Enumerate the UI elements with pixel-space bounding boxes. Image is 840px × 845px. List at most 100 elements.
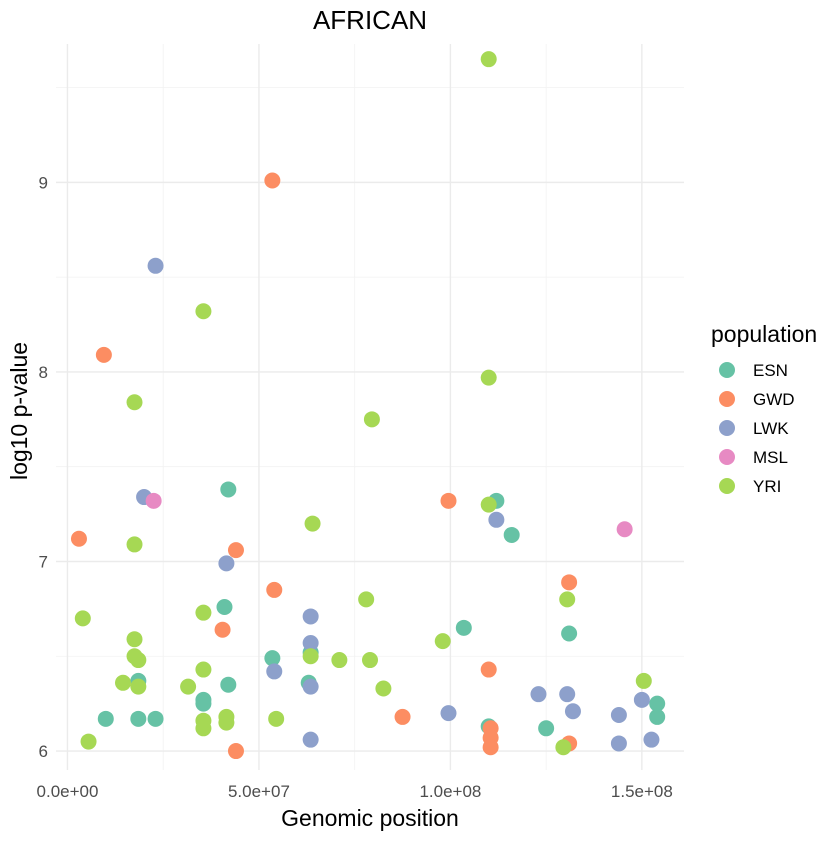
- data-point-gwd: [227, 743, 244, 760]
- data-point-yri: [74, 610, 91, 627]
- x-tick-label: 0.0e+00: [37, 782, 99, 801]
- data-point-gwd: [480, 661, 497, 678]
- data-point-gwd: [227, 542, 244, 559]
- data-point-yri: [304, 515, 321, 532]
- data-point-lwk: [218, 555, 235, 572]
- data-point-esn: [216, 598, 233, 615]
- y-tick-label: 8: [39, 363, 48, 382]
- chart-title: AFRICAN: [313, 5, 427, 35]
- data-point-yri: [126, 631, 143, 648]
- legend-label-gwd: GWD: [753, 390, 795, 409]
- data-point-yri: [363, 411, 380, 428]
- x-tick-label: 1.0e+08: [419, 782, 481, 801]
- grid-layer: [56, 44, 684, 770]
- data-point-gwd: [440, 492, 457, 509]
- data-point-yri: [195, 720, 212, 737]
- legend-label-yri: YRI: [753, 477, 781, 496]
- data-point-yri: [126, 536, 143, 553]
- data-point-gwd: [70, 530, 87, 547]
- data-point-lwk: [488, 511, 505, 528]
- x-axis-label: Genomic position: [281, 805, 459, 831]
- data-point-yri: [480, 369, 497, 386]
- data-point-yri: [130, 652, 147, 669]
- data-point-lwk: [643, 731, 660, 748]
- data-point-lwk: [302, 678, 319, 695]
- x-tick-label: 1.5e+08: [611, 782, 673, 801]
- data-point-lwk: [610, 735, 627, 752]
- data-point-lwk: [302, 731, 319, 748]
- data-point-lwk: [302, 634, 319, 651]
- data-point-gwd: [214, 621, 231, 638]
- data-point-yri: [555, 739, 572, 756]
- data-point-yri: [480, 51, 497, 68]
- data-point-gwd: [95, 346, 112, 363]
- y-tick-label: 7: [39, 552, 48, 571]
- data-point-esn: [130, 710, 147, 727]
- data-point-yri: [80, 733, 97, 750]
- data-point-esn: [264, 650, 281, 667]
- legend-key-esn: [719, 362, 735, 378]
- data-point-lwk: [564, 703, 581, 720]
- data-point-yri: [218, 714, 235, 731]
- legend-title: population: [711, 321, 817, 347]
- data-point-esn: [97, 710, 114, 727]
- y-tick-label: 6: [39, 742, 48, 761]
- data-point-yri: [358, 591, 375, 608]
- legend-key-gwd: [719, 391, 735, 407]
- data-point-esn: [538, 720, 555, 737]
- data-point-yri: [331, 652, 348, 669]
- data-point-gwd: [561, 574, 578, 591]
- data-point-gwd: [482, 739, 499, 756]
- data-point-gwd: [394, 708, 411, 725]
- data-point-yri: [115, 674, 132, 691]
- legend-label-msl: MSL: [753, 448, 788, 467]
- data-point-msl: [616, 521, 633, 538]
- data-point-lwk: [440, 705, 457, 722]
- legend-label-lwk: LWK: [753, 419, 789, 438]
- data-point-yri: [195, 303, 212, 320]
- x-tick-label: 5.0e+07: [228, 782, 290, 801]
- tick-labels: 0.0e+00 5.0e+07 1.0e+08 1.5e+08 6 7 8 9: [37, 173, 673, 801]
- data-point-lwk: [266, 663, 283, 680]
- data-point-yri: [268, 710, 285, 727]
- data-point-esn: [649, 695, 666, 712]
- data-point-esn: [220, 676, 237, 693]
- data-point-yri: [375, 680, 392, 697]
- data-point-esn: [147, 710, 164, 727]
- data-point-lwk: [633, 691, 650, 708]
- data-point-esn: [220, 481, 237, 498]
- data-point-esn: [503, 526, 520, 543]
- points-layer: [70, 51, 666, 760]
- data-point-esn: [649, 708, 666, 725]
- y-tick-label: 9: [39, 173, 48, 192]
- data-point-esn: [195, 695, 212, 712]
- legend-key-yri: [719, 478, 735, 494]
- data-point-yri: [302, 648, 319, 665]
- data-point-esn: [561, 625, 578, 642]
- data-point-yri: [195, 604, 212, 621]
- data-point-lwk: [147, 257, 164, 274]
- data-point-lwk: [559, 686, 576, 703]
- data-point-esn: [455, 619, 472, 636]
- data-point-yri: [480, 496, 497, 513]
- data-point-lwk: [530, 686, 547, 703]
- legend-label-esn: ESN: [753, 361, 788, 380]
- data-point-yri: [434, 633, 451, 650]
- data-point-lwk: [302, 608, 319, 625]
- data-point-yri: [126, 394, 143, 411]
- data-point-yri: [180, 678, 197, 695]
- data-point-yri: [362, 652, 378, 669]
- data-point-yri: [130, 678, 147, 695]
- legend: population ESN GWD LWK MSL YRI: [711, 321, 817, 496]
- data-point-yri: [635, 672, 652, 689]
- data-point-msl: [145, 492, 162, 509]
- legend-key-msl: [719, 449, 735, 465]
- data-point-yri: [559, 591, 576, 608]
- data-point-gwd: [266, 581, 283, 598]
- data-point-gwd: [264, 172, 281, 189]
- legend-key-lwk: [719, 420, 735, 436]
- y-axis-label: log10 p-value: [6, 342, 32, 480]
- data-point-lwk: [610, 707, 627, 724]
